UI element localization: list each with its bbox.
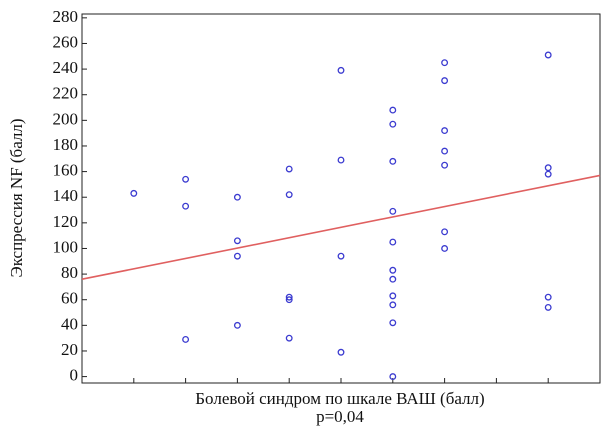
point [389, 301, 397, 309]
y-tick-label: 160 [53, 161, 79, 180]
y-axis-label: Экспрессия NF (балл) [7, 118, 26, 277]
point [285, 334, 293, 342]
point [285, 296, 293, 304]
point [544, 293, 552, 301]
point [285, 293, 293, 301]
y-tick-label: 80 [61, 263, 78, 282]
point [441, 127, 449, 135]
y-tick-label: 220 [53, 84, 79, 103]
point [337, 348, 345, 356]
point [389, 238, 397, 246]
point [544, 51, 552, 59]
point [233, 321, 241, 329]
point [389, 120, 397, 128]
y-tick-label: 140 [53, 186, 79, 205]
y-tick-label: 100 [53, 237, 79, 256]
point [182, 335, 190, 343]
y-tick-label: 260 [53, 32, 79, 51]
point [544, 164, 552, 172]
point [441, 59, 449, 67]
point [544, 170, 552, 178]
point [441, 228, 449, 236]
point [130, 189, 138, 197]
point [441, 161, 449, 169]
point [337, 66, 345, 74]
point [389, 106, 397, 114]
trend-line [81, 174, 601, 281]
point [389, 207, 397, 215]
point [389, 292, 397, 300]
point [389, 157, 397, 165]
point [544, 303, 552, 311]
point [285, 191, 293, 199]
y-tick-label: 120 [53, 212, 79, 231]
y-tick-label: 0 [70, 366, 79, 385]
point [182, 202, 190, 210]
point [441, 147, 449, 155]
x-axis-label: Болевой синдром по шкале ВАШ (балл) [195, 389, 484, 408]
point [285, 165, 293, 173]
point [389, 319, 397, 327]
point [233, 237, 241, 245]
y-tick-label: 200 [53, 109, 79, 128]
y-tick-label: 40 [61, 314, 78, 333]
point [441, 77, 449, 85]
point [182, 175, 190, 183]
point [337, 252, 345, 260]
y-tick-label: 20 [61, 340, 78, 359]
y-tick-label: 280 [53, 7, 79, 26]
point [389, 275, 397, 283]
point [441, 245, 449, 252]
point [389, 373, 397, 381]
annotation: p=0,04 [316, 407, 364, 426]
y-tick-label: 180 [53, 135, 79, 154]
y-tick-label: 240 [53, 58, 79, 77]
point [233, 252, 241, 260]
y-tick-label: 60 [61, 289, 78, 308]
point [389, 266, 397, 274]
point [337, 156, 345, 164]
plot-frame [81, 13, 601, 384]
point [233, 193, 241, 201]
